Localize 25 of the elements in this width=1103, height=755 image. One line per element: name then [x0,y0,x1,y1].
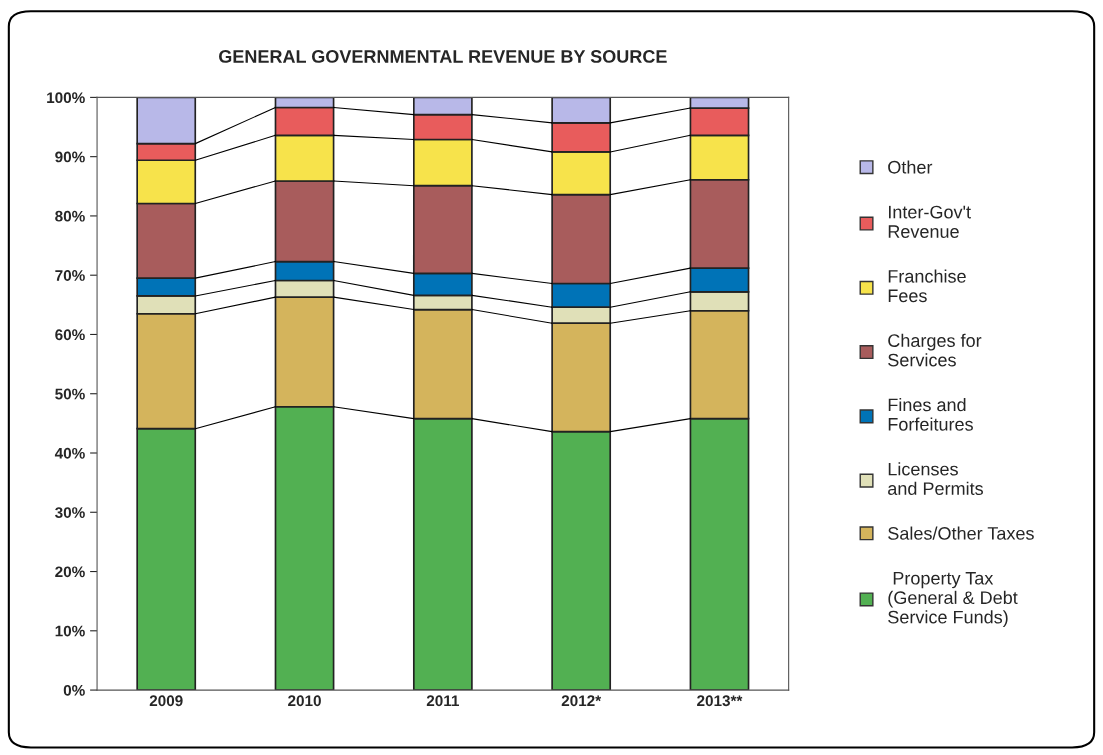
legend-label: Charges for Services [888,333,982,367]
y-tick-label: 100% [47,92,85,104]
x-tick-label: 2011 [426,695,459,707]
y-tick-label: 40% [54,447,85,459]
legend-label: Inter-Gov't Revenue [888,205,971,238]
y-tick-label: 80% [55,210,85,222]
y-tick-label: 60% [55,329,85,341]
x-tick-label: 2009 [149,695,183,707]
legend-label: Fines and Forfeitures [888,398,973,431]
y-tick-label: 30% [55,507,85,518]
legend-label: Licenses and Permits [888,462,983,495]
y-tick-label: 50% [55,388,85,400]
chart-title: GENERAL GOVERNMENTAL REVENUE BY SOURCE [219,50,667,63]
y-tick-label: 90% [55,151,85,163]
y-tick-label: 10% [55,625,85,637]
y-tick-label: 70% [55,270,85,281]
y-tick-label: 0% [63,684,85,696]
legend-label: Property Tax (General & Debt Service Funds) [888,572,1018,628]
legend-label: Sales/Other Taxes [888,526,1034,540]
legend-label: Franchise Fees [888,269,966,303]
x-tick-label: 2010 [288,695,321,707]
x-tick-label: 2013** [697,695,743,707]
y-tick-label: 20% [55,566,85,578]
legend-label: Other [888,160,933,174]
x-tick-label: 2012* [561,695,602,707]
